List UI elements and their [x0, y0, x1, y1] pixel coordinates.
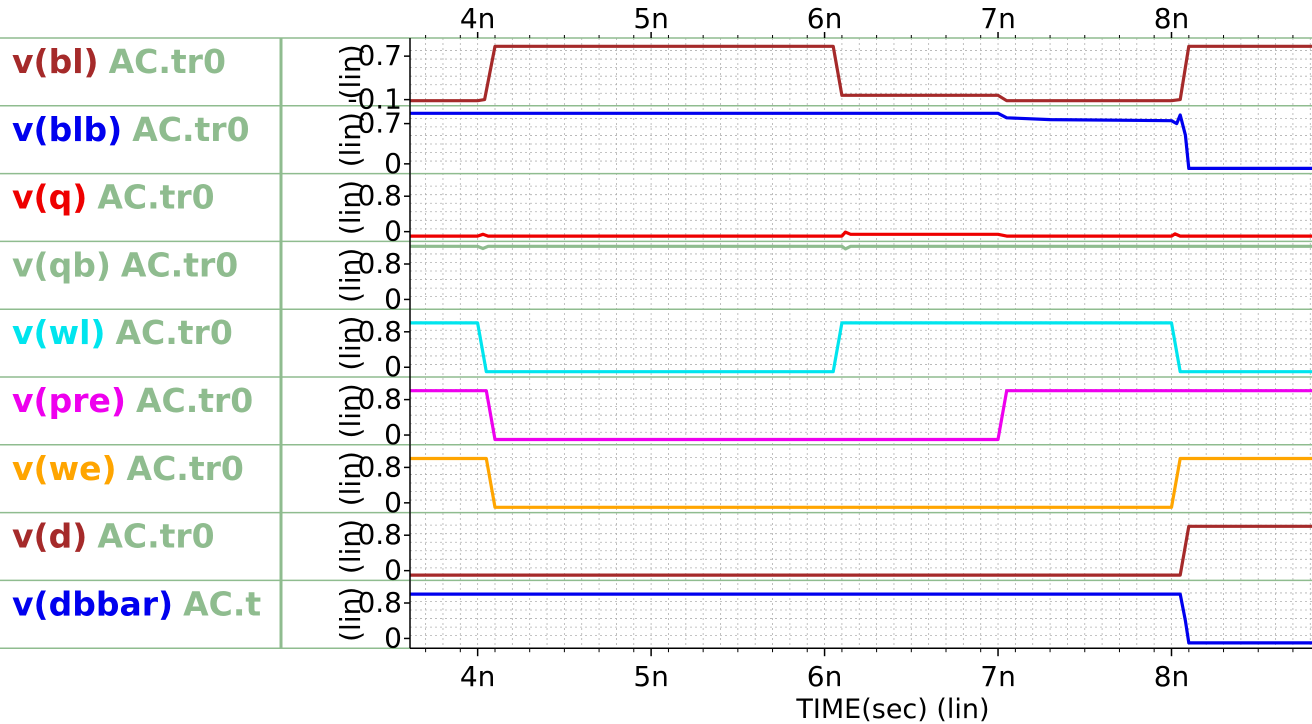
- y-tick-label: 0: [384, 350, 402, 383]
- x-tick-label-top: 6n: [807, 2, 843, 35]
- signal-label[interactable]: v(pre) AC.tr0: [12, 381, 253, 420]
- y-tick-label: 0: [384, 486, 402, 519]
- y-tick-label: 0.8: [357, 450, 402, 483]
- x-tick-label-bottom: 6n: [807, 660, 843, 693]
- signal-source: AC.tr0: [132, 110, 249, 149]
- trace-v-blb: [410, 111, 1312, 170]
- signal-source: AC.tr0: [121, 245, 238, 284]
- signal-name: v(d): [12, 517, 87, 556]
- signal-source: AC.tr0: [97, 517, 214, 556]
- y-axis-label: (lin): [334, 519, 367, 574]
- signal-source: AC.tr0: [97, 178, 214, 217]
- y-tick-label: 0.8: [357, 179, 402, 212]
- signal-label[interactable]: v(qb) AC.tr0: [12, 245, 238, 284]
- signal-name: v(qb): [12, 245, 111, 284]
- x-tick-label-top: 4n: [460, 2, 496, 35]
- y-tick-label: 0: [384, 621, 402, 654]
- signal-source: AC.tr0: [127, 449, 244, 488]
- y-axes: 0.7-0.1(lin)0.70(lin)0.80(lin)0.80(lin)0…: [334, 38, 411, 654]
- signal-name: v(wl): [12, 313, 105, 352]
- y-axis-label: (lin): [334, 44, 367, 99]
- signal-traces: [410, 44, 1312, 645]
- y-axis-label: (lin): [334, 451, 367, 506]
- y-axis-label: (lin): [334, 248, 367, 303]
- lane-dividers: [0, 37, 1312, 649]
- signal-source: AC.t: [183, 584, 261, 623]
- x-tick-label-top: 7n: [980, 2, 1016, 35]
- y-tick-label: -0.1: [347, 83, 402, 116]
- trace-v-bl: [410, 44, 1312, 103]
- y-tick-label: 0: [384, 554, 402, 587]
- x-tick-label-top: 5n: [633, 2, 669, 35]
- signal-label[interactable]: v(we) AC.tr0: [12, 449, 244, 488]
- signal-label[interactable]: v(q) AC.tr0: [12, 178, 215, 217]
- x-tick-label-bottom: 5n: [633, 660, 669, 693]
- trace-v-we: [410, 456, 1312, 509]
- signal-source: AC.tr0: [115, 313, 232, 352]
- x-tick-label-top: 8n: [1154, 2, 1190, 35]
- y-tick-label: 0.7: [357, 107, 402, 140]
- y-tick-label: 0: [384, 215, 402, 248]
- signal-name: v(q): [12, 178, 87, 217]
- x-tick-label-bottom: 7n: [980, 660, 1016, 693]
- y-axis-label: (lin): [334, 316, 367, 371]
- signal-label[interactable]: v(bl) AC.tr0: [12, 42, 226, 81]
- y-tick-label: 0.8: [357, 383, 402, 416]
- trace-v-d: [410, 524, 1312, 577]
- y-axis-label: (lin): [334, 383, 367, 438]
- signal-label[interactable]: v(blb) AC.tr0: [12, 110, 250, 149]
- signal-label[interactable]: v(dbbar) AC.t: [12, 584, 261, 623]
- trace-v-pre: [410, 389, 1312, 442]
- trace-v-qb: [410, 244, 1312, 251]
- signal-name: v(bl): [12, 42, 99, 81]
- signal-label[interactable]: v(d) AC.tr0: [12, 517, 215, 556]
- signal-name: v(blb): [12, 110, 122, 149]
- signal-name: v(dbbar): [12, 584, 173, 623]
- x-tick-label-bottom: 4n: [460, 660, 496, 693]
- y-tick-label: 0.8: [357, 247, 402, 280]
- trace-v-q: [410, 230, 1312, 238]
- trace-v-wl: [410, 321, 1312, 374]
- x-axis-title: TIME(sec) (lin): [795, 694, 989, 724]
- signal-name: v(we): [12, 449, 117, 488]
- y-axis-label: (lin): [334, 587, 367, 642]
- signal-label[interactable]: v(wl) AC.tr0: [12, 313, 233, 352]
- y-tick-label: 0: [384, 418, 402, 451]
- signal-name: v(pre): [12, 381, 126, 420]
- y-tick-label: 0: [384, 282, 402, 315]
- y-axis-label: (lin): [334, 180, 367, 235]
- y-tick-label: 0.7: [357, 39, 402, 72]
- y-tick-label: 0.8: [357, 315, 402, 348]
- y-tick-label: 0.8: [357, 586, 402, 619]
- y-tick-label: 0: [384, 147, 402, 180]
- trace-v-dbbar: [410, 592, 1312, 645]
- x-axis: 4n 4n 5n 5n 6n 6n 7n 7n 8n 8n: [425, 2, 1294, 693]
- y-axis-label: (lin): [334, 112, 367, 167]
- signal-source: AC.tr0: [136, 381, 253, 420]
- x-tick-label-bottom: 8n: [1154, 660, 1190, 693]
- y-tick-label: 0.8: [357, 518, 402, 551]
- signal-source: AC.tr0: [109, 42, 226, 81]
